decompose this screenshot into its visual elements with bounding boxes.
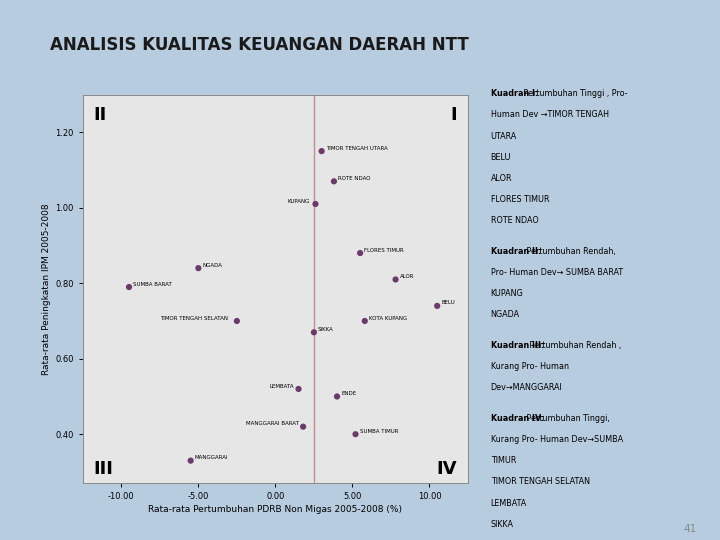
Text: Kuadran I:: Kuadran I: bbox=[490, 89, 538, 98]
Point bbox=[185, 456, 197, 465]
Text: BELU: BELU bbox=[490, 153, 511, 161]
Text: Human Dev →TIMOR TENGAH: Human Dev →TIMOR TENGAH bbox=[490, 110, 608, 119]
Point bbox=[331, 392, 343, 401]
Text: ROTE NDAO: ROTE NDAO bbox=[338, 176, 371, 181]
Text: KUPANG: KUPANG bbox=[288, 199, 310, 204]
Text: Pertumbuhan Tinggi,: Pertumbuhan Tinggi, bbox=[524, 414, 610, 423]
Point bbox=[308, 328, 320, 336]
Text: Dev→MANGGARAI: Dev→MANGGARAI bbox=[490, 383, 562, 392]
Point bbox=[431, 301, 443, 310]
Text: I: I bbox=[451, 106, 457, 124]
Text: KOTA KUPANG: KOTA KUPANG bbox=[369, 315, 408, 321]
Point bbox=[231, 316, 243, 325]
Text: SUMBA BARAT: SUMBA BARAT bbox=[133, 282, 172, 287]
Text: MANGGARAI: MANGGARAI bbox=[195, 455, 228, 460]
Text: LEMBATA: LEMBATA bbox=[490, 498, 527, 508]
Text: UTARA: UTARA bbox=[490, 132, 517, 140]
Text: Pertumbuhan Tinggi , Pro-: Pertumbuhan Tinggi , Pro- bbox=[521, 89, 628, 98]
Text: SIKKA: SIKKA bbox=[490, 519, 513, 529]
Text: III: III bbox=[94, 460, 114, 478]
Text: NGADA: NGADA bbox=[202, 263, 222, 268]
Text: TIMOR TENGAH SELATAN: TIMOR TENGAH SELATAN bbox=[161, 315, 228, 321]
Text: FLORES TIMUR: FLORES TIMUR bbox=[490, 195, 549, 204]
Point bbox=[359, 316, 371, 325]
Point bbox=[123, 283, 135, 292]
Text: Pro- Human Dev→ SUMBA BARAT: Pro- Human Dev→ SUMBA BARAT bbox=[490, 268, 623, 277]
Text: BELU: BELU bbox=[441, 300, 455, 306]
Text: IV: IV bbox=[437, 460, 457, 478]
Text: NGADA: NGADA bbox=[490, 310, 520, 319]
Point bbox=[350, 430, 361, 438]
Text: KUPANG: KUPANG bbox=[490, 289, 523, 298]
Point bbox=[354, 249, 366, 258]
X-axis label: Rata-rata Pertumbuhan PDRB Non Migas 2005-2008 (%): Rata-rata Pertumbuhan PDRB Non Migas 200… bbox=[148, 505, 402, 515]
Text: ENDE: ENDE bbox=[341, 391, 356, 396]
Text: Pertumbuhan Rendah,: Pertumbuhan Rendah, bbox=[524, 247, 616, 256]
Point bbox=[310, 200, 321, 208]
Text: Kuadran II:: Kuadran II: bbox=[490, 247, 541, 256]
Text: Kuadran III:: Kuadran III: bbox=[490, 341, 544, 350]
Point bbox=[192, 264, 204, 273]
Text: ANALISIS KUALITAS KEUANGAN DAERAH NTT: ANALISIS KUALITAS KEUANGAN DAERAH NTT bbox=[50, 36, 469, 55]
Text: Pertumbuhan Rendah ,: Pertumbuhan Rendah , bbox=[528, 341, 621, 350]
Text: Kuadran IV:: Kuadran IV: bbox=[490, 414, 544, 423]
Point bbox=[293, 384, 305, 393]
Text: ALOR: ALOR bbox=[490, 174, 512, 183]
Text: TIMUR: TIMUR bbox=[490, 456, 516, 465]
Point bbox=[390, 275, 401, 284]
Point bbox=[328, 177, 340, 186]
Point bbox=[316, 147, 328, 156]
Text: ROTE NDAO: ROTE NDAO bbox=[490, 216, 539, 225]
Text: LEMBATA: LEMBATA bbox=[270, 383, 294, 389]
Point bbox=[297, 422, 309, 431]
Text: 41: 41 bbox=[684, 523, 697, 534]
Text: II: II bbox=[94, 106, 107, 124]
Y-axis label: Rata-rata Peningkatan IPM 2005-2008: Rata-rata Peningkatan IPM 2005-2008 bbox=[42, 203, 51, 375]
Text: ALOR: ALOR bbox=[400, 274, 414, 279]
Text: Kurang Pro- Human Dev→SUMBA: Kurang Pro- Human Dev→SUMBA bbox=[490, 435, 623, 444]
Text: SIKKA: SIKKA bbox=[318, 327, 334, 332]
Text: SUMBA TIMUR: SUMBA TIMUR bbox=[360, 429, 398, 434]
Text: FLORES TIMUR: FLORES TIMUR bbox=[364, 248, 404, 253]
Text: Kurang Pro- Human: Kurang Pro- Human bbox=[490, 362, 569, 371]
Text: TIMOR TENGAH UTARA: TIMOR TENGAH UTARA bbox=[325, 146, 387, 151]
Text: MANGGARAI BARAT: MANGGARAI BARAT bbox=[246, 421, 299, 426]
Text: TIMOR TENGAH SELATAN: TIMOR TENGAH SELATAN bbox=[490, 477, 590, 487]
